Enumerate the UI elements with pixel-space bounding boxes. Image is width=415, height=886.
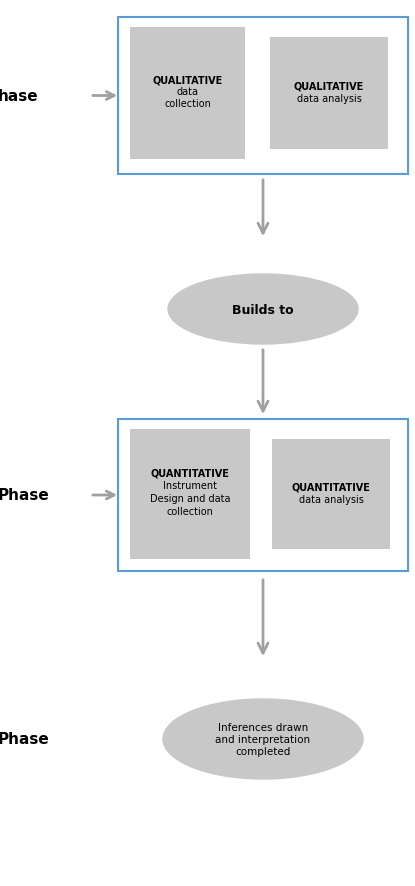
Bar: [270, 38, 388, 150]
Text: data: data: [176, 87, 198, 97]
Ellipse shape: [168, 275, 358, 345]
Text: hase: hase: [0, 89, 39, 104]
Text: collection: collection: [166, 507, 213, 517]
Bar: [130, 430, 250, 559]
Text: Builds to: Builds to: [232, 303, 294, 316]
Text: and interpretation: and interpretation: [215, 734, 310, 744]
Text: data analysis: data analysis: [297, 94, 361, 104]
Text: QUALITATIVE: QUALITATIVE: [294, 81, 364, 91]
Ellipse shape: [163, 699, 363, 779]
Text: Phase: Phase: [0, 488, 50, 503]
Text: QUALITATIVE: QUALITATIVE: [152, 75, 222, 85]
Text: Phase: Phase: [0, 732, 50, 747]
Text: completed: completed: [235, 746, 290, 756]
Text: collection: collection: [164, 99, 211, 109]
Bar: [118, 18, 408, 175]
Text: data analysis: data analysis: [298, 494, 364, 504]
Text: Design and data: Design and data: [150, 494, 230, 503]
Bar: [118, 420, 408, 571]
Text: Inferences drawn: Inferences drawn: [218, 722, 308, 732]
Text: QUANTITATIVE: QUANTITATIVE: [151, 468, 229, 478]
Text: Instrument: Instrument: [163, 480, 217, 491]
Bar: [272, 439, 390, 549]
Text: QUANTITATIVE: QUANTITATIVE: [292, 481, 371, 492]
Bar: [130, 28, 245, 159]
